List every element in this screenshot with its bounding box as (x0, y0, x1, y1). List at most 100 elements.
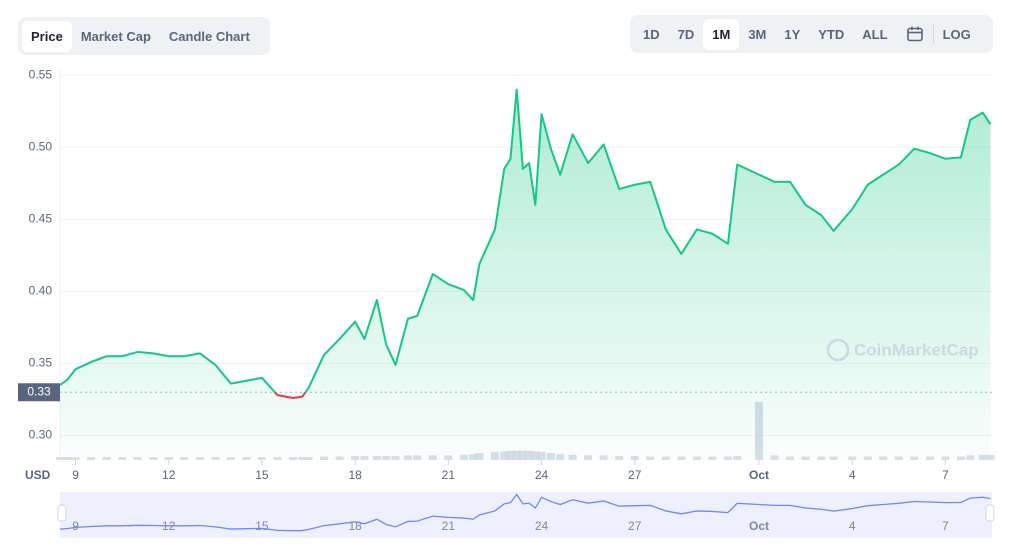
volume-bar (506, 450, 515, 460)
calendar-button[interactable] (897, 19, 933, 49)
x-tick-label: 7 (942, 468, 949, 482)
volume-bar (475, 453, 484, 460)
navigator-line (59, 493, 991, 532)
x-tick-label: 4 (849, 468, 856, 482)
reference-label-box (18, 383, 60, 402)
volume-bar (941, 456, 950, 460)
range-button[interactable]: ALL (862, 26, 888, 42)
navigator-handle (985, 504, 995, 522)
volume-bar (335, 456, 344, 460)
volume-bar (289, 457, 297, 460)
volume-bar (428, 455, 437, 460)
watermark: CoinMarketCap (854, 340, 979, 359)
volume-bar (351, 455, 360, 460)
y-tick-label: 0.40 (29, 284, 53, 298)
volume-bar (304, 457, 313, 460)
navigator-tick-label: 24 (535, 519, 549, 533)
volume-bar (956, 456, 965, 460)
volume-bar (879, 456, 888, 460)
reference-label: 0.33 (27, 384, 51, 398)
volume-bar (469, 454, 478, 460)
volume-bar (102, 457, 111, 460)
range-buttons: 1D 7D 1M 3M 1Y YTD ALL LOG (630, 15, 993, 53)
volume-bar (677, 456, 686, 460)
navigator-tick-label: 15 (255, 519, 269, 533)
volume-bar (925, 456, 934, 460)
range-button[interactable]: 3M (748, 26, 767, 42)
x-tick-label: 21 (442, 468, 456, 482)
volume-bar (518, 450, 527, 460)
tab-button[interactable]: Candle Chart (168, 28, 250, 44)
volume-bar (298, 457, 307, 460)
volume-bar (56, 457, 64, 460)
volume-bar (770, 455, 779, 460)
volume-bar (599, 455, 608, 460)
volume-bar (894, 456, 903, 460)
x-tick-label: 27 (628, 468, 642, 482)
volume-bar (372, 455, 381, 460)
volume-bar (661, 456, 670, 460)
volume-bar (708, 456, 717, 460)
volume-bar (382, 455, 391, 460)
tab-button[interactable]: Market Cap (80, 28, 151, 44)
volume-bar (500, 451, 509, 460)
y-tick-label: 0.50 (29, 139, 53, 153)
volume-bar (257, 457, 266, 460)
range-button[interactable]: 1M (703, 18, 740, 50)
volume-bar (459, 454, 468, 460)
volume-bar (63, 457, 72, 460)
volume-bar (226, 457, 235, 460)
volume-bar (646, 456, 655, 460)
divider (932, 24, 934, 44)
volume-bar (910, 456, 919, 460)
volume-bar (755, 402, 763, 460)
volume-bar (149, 457, 158, 460)
range-button[interactable]: 1D (643, 26, 660, 42)
volume-bar (71, 457, 80, 460)
range-button[interactable]: 7D (677, 26, 695, 42)
volume-bar (848, 456, 857, 460)
volume-bar (531, 451, 540, 460)
y-tick-label: 0.35 (29, 356, 53, 370)
navigator-tick-label: 7 (942, 519, 949, 533)
log-button[interactable]: LOG (942, 26, 971, 42)
navigator-tick-label: 9 (72, 519, 79, 533)
volume-bar (786, 456, 795, 460)
volume-bar (615, 455, 624, 460)
volume-bar (556, 454, 565, 460)
price-line (59, 88, 992, 400)
navigator-tick-label: Oct (749, 519, 769, 533)
range-button[interactable]: YTD (818, 26, 845, 42)
x-tick-label: Oct (749, 468, 769, 482)
navigator-tick-label: 27 (628, 519, 642, 533)
volume-bar (273, 457, 282, 460)
volume-bar (723, 456, 732, 460)
volume-bar (242, 457, 251, 460)
volume-bar (195, 457, 204, 460)
volume-bar (863, 456, 872, 460)
volume-bar (133, 457, 142, 460)
y-tick-label: 0.55 (29, 67, 53, 81)
volume-bar (692, 456, 701, 460)
volume-bar (413, 455, 422, 460)
volume-bar (568, 454, 577, 460)
volume-bar (630, 455, 639, 460)
volume-bar (829, 456, 838, 460)
volume-bar (211, 457, 220, 460)
navigator-handle (57, 504, 67, 522)
range-button[interactable]: 1Y (784, 26, 801, 42)
x-tick-label: 24 (535, 468, 549, 482)
volume-bar (360, 455, 369, 460)
y-tick-label: 0.30 (29, 428, 53, 442)
volume-bar (546, 453, 555, 460)
tab-button[interactable]: Price (22, 20, 72, 52)
currency-label: USD (25, 468, 51, 482)
volume-bar (403, 455, 412, 460)
volume-bar (320, 456, 329, 460)
watermark-logo (826, 338, 850, 362)
x-tick-label: 12 (162, 468, 176, 482)
navigator-bg (60, 492, 992, 538)
chart-type-tabs: Price Market Cap Candle Chart (18, 17, 270, 55)
